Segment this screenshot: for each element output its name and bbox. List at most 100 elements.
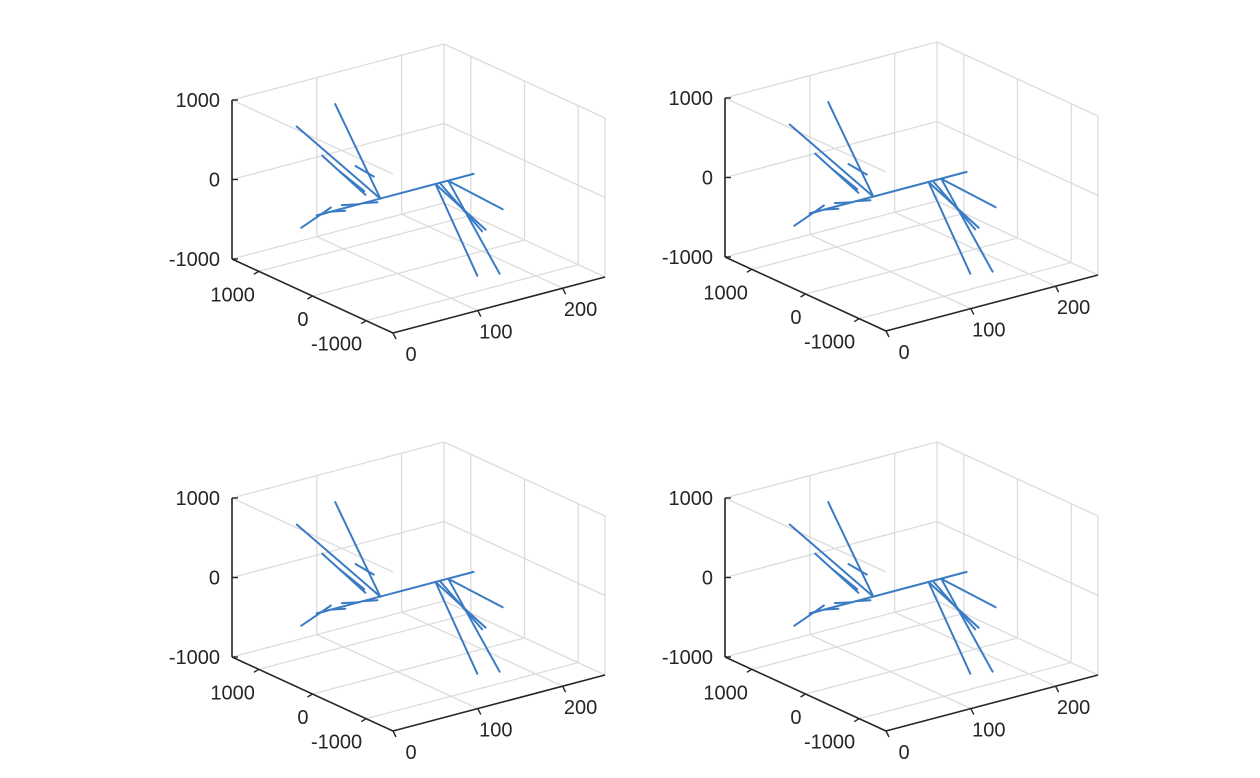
grid-line — [724, 120, 938, 179]
series-segment — [830, 167, 859, 191]
grid-line — [724, 41, 938, 99]
x-tick-mark — [477, 708, 482, 715]
series-segment — [337, 567, 366, 591]
series-segment — [855, 199, 872, 203]
series-segment — [447, 577, 504, 609]
grid-line — [443, 122, 606, 199]
series-segment — [823, 207, 840, 211]
y-tick-label: 1000 — [703, 682, 748, 704]
series-segment — [315, 609, 329, 615]
grid-line — [231, 43, 445, 101]
series-segment — [827, 501, 875, 598]
x-axis-line — [885, 674, 1099, 732]
grid-line — [751, 212, 964, 270]
y-tick-mark — [360, 320, 367, 325]
y-tick-label: 1000 — [703, 282, 748, 304]
z-tick-label: 1000 — [176, 488, 221, 510]
series-segment — [847, 563, 868, 576]
y-tick-label: 0 — [297, 309, 308, 331]
series-segment — [295, 523, 382, 598]
z-tick-label: -1000 — [169, 647, 220, 669]
series-segment — [788, 523, 875, 598]
y-tick-label: 1000 — [210, 682, 255, 704]
series-segment — [330, 607, 347, 611]
grid-line — [936, 120, 1099, 197]
grid-line — [231, 122, 445, 181]
series-segment — [793, 611, 815, 627]
z-tick-label: -1000 — [169, 249, 220, 271]
y-tick-label: 1000 — [210, 284, 255, 306]
y-tick-mark — [307, 693, 313, 698]
z-tick-label: 1000 — [669, 88, 714, 110]
x-tick-mark — [561, 287, 567, 295]
grid-line — [859, 262, 1072, 320]
y-tick-mark — [853, 318, 860, 323]
z-tick-label: 0 — [702, 568, 713, 590]
series-segment — [808, 609, 822, 615]
grid-line — [751, 612, 964, 670]
z-tick-label: -1000 — [662, 647, 713, 669]
grid-line — [805, 237, 1018, 295]
z-tick-label: 1000 — [176, 90, 221, 112]
y-tick-label: -1000 — [804, 732, 855, 754]
x-tick-mark — [392, 332, 397, 340]
x-tick-label: 200 — [564, 299, 597, 321]
x-axis-line — [392, 674, 606, 732]
series-segment — [362, 599, 379, 603]
y-tick-label: -1000 — [804, 332, 855, 354]
grid-line — [724, 200, 938, 258]
y-tick-label: 0 — [790, 307, 801, 329]
x-tick-label: 200 — [564, 697, 597, 719]
grid-line — [231, 99, 394, 175]
x-axis-line — [885, 274, 1099, 332]
x-tick-mark — [392, 730, 397, 738]
series-segment — [354, 563, 375, 576]
series-segment — [931, 579, 977, 631]
series-segment — [334, 501, 382, 598]
series-segment — [823, 607, 840, 611]
grid-line — [443, 520, 606, 597]
x-tick-mark — [970, 308, 975, 315]
series-segment — [847, 163, 868, 176]
series-segment — [447, 577, 501, 673]
x-tick-mark — [885, 330, 890, 338]
x-axis-line — [392, 276, 606, 334]
series-segment — [447, 179, 504, 211]
x-tick-label: 0 — [898, 742, 909, 764]
y-tick-mark — [853, 718, 860, 723]
series-segment — [334, 103, 382, 200]
y-tick-label: 0 — [297, 707, 308, 729]
series-segment — [940, 177, 994, 273]
series-segment — [438, 579, 484, 631]
x-tick-mark — [970, 708, 975, 715]
series-segment — [438, 181, 484, 233]
y-tick-mark — [360, 718, 367, 723]
grid-line — [805, 637, 1018, 695]
grid-line — [258, 214, 471, 272]
y-tick-mark — [746, 268, 753, 273]
y-tick-label: -1000 — [311, 732, 362, 754]
grid-line — [366, 662, 579, 720]
x-tick-mark — [477, 310, 482, 317]
x-tick-mark — [1054, 685, 1060, 693]
grid-line — [724, 497, 887, 573]
series-segment — [340, 203, 361, 207]
y-tick-mark — [746, 668, 753, 673]
series-segment — [940, 577, 997, 609]
x-tick-label: 200 — [1057, 697, 1090, 719]
y-tick-mark — [800, 293, 806, 298]
grid-line — [936, 520, 1099, 597]
x-tick-mark — [1054, 285, 1060, 293]
z-tick-label: 0 — [702, 168, 713, 190]
series-segment — [940, 577, 994, 673]
z-tick-label: -1000 — [662, 247, 713, 269]
z-tick-label: 1000 — [669, 488, 714, 510]
grid-line — [312, 637, 525, 695]
series-segment — [788, 123, 875, 198]
series-segment — [337, 169, 366, 193]
series-segment — [354, 165, 375, 178]
